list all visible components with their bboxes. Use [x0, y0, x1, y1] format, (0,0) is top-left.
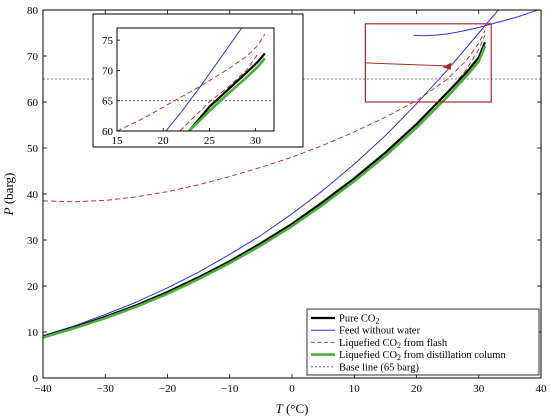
x-tick-label: 0 [289, 383, 295, 395]
x-tick-label: −30 [97, 383, 115, 395]
x-axis-unit: (°C) [283, 401, 309, 416]
series-line-feed_dew [413, 10, 540, 37]
inset-series-line-feed [165, 28, 243, 131]
zoom-indicator [364, 23, 492, 103]
y-axis-symbol: P [1, 207, 16, 216]
y-tick-label: 30 [27, 235, 39, 247]
inset-series-layer [117, 28, 274, 131]
x-axis-title: T (°C) [275, 401, 308, 416]
y-tick-label: 20 [27, 281, 39, 293]
y-tick-label: 40 [27, 189, 39, 201]
series-line-pure [43, 41, 487, 338]
series-line-distill [43, 45, 487, 339]
y-axis-unit: (barg) [1, 173, 16, 208]
inset-x-tick-label: 30 [250, 135, 262, 147]
y-tick-label: 0 [33, 373, 39, 385]
main-tick-marks: −40 −30 −20 −10 0 10 20 30 40 0 10 20 30 40 50 60 70 80 [27, 5, 547, 395]
inset-y-tick-label: 65 [102, 96, 114, 108]
inset-y-tick-label: 60 [102, 126, 114, 138]
inset-x-tick-label: 15 [112, 135, 124, 147]
x-tick-label: 40 [536, 383, 548, 395]
legend-label-feed: Feed without water [339, 326, 421, 337]
y-tick-label: 70 [27, 51, 39, 63]
inset-x-tick-label: 20 [158, 135, 170, 147]
x-tick-label: 20 [411, 383, 423, 395]
y-axis-title: P (barg) [1, 173, 16, 217]
inset-tick-marks: 15 20 25 30 60 65 70 75 [102, 35, 262, 147]
series-line-flash_dew [43, 30, 486, 203]
legend-box [306, 308, 540, 376]
zoom-region-box [364, 23, 492, 103]
y-tick-label: 10 [27, 327, 39, 339]
zoom-arrow-line [365, 62, 449, 67]
y-tick-label: 50 [27, 143, 39, 155]
x-tick-label: 10 [349, 383, 361, 395]
inset-x-tick-label: 25 [204, 135, 216, 147]
y-tick-label: 80 [27, 5, 39, 17]
legend-label-base: Base line (65 barg) [339, 362, 419, 373]
legend-label-distill: Liquefied CO2 from distillation column [339, 350, 506, 362]
y-tick-label: 60 [27, 97, 39, 109]
inset-background [92, 13, 304, 148]
inset-series-line-pure [188, 52, 266, 131]
x-axis-symbol: T [275, 401, 283, 416]
x-tick-label: −40 [34, 383, 52, 395]
inset-series-line-distill [188, 57, 266, 131]
inset-y-tick-label: 75 [102, 35, 114, 47]
series-line-feed [43, 10, 499, 337]
legend-label-flash: Liquefied CO2 from flash [339, 338, 448, 350]
inset-series-line-flash_dew [179, 53, 259, 131]
inset-series-line-flash [117, 33, 266, 131]
x-tick-label: 30 [473, 383, 485, 395]
inset-plot-frame [116, 27, 275, 132]
x-tick-label: −20 [159, 383, 177, 395]
inset-y-tick-label: 70 [102, 65, 114, 77]
x-tick-label: −10 [221, 383, 239, 395]
legend-label-pure: Pure CO2 [339, 314, 379, 326]
inset-chart: 15 20 25 30 60 65 70 75 [92, 13, 304, 148]
zoom-arrow-head [442, 62, 452, 71]
